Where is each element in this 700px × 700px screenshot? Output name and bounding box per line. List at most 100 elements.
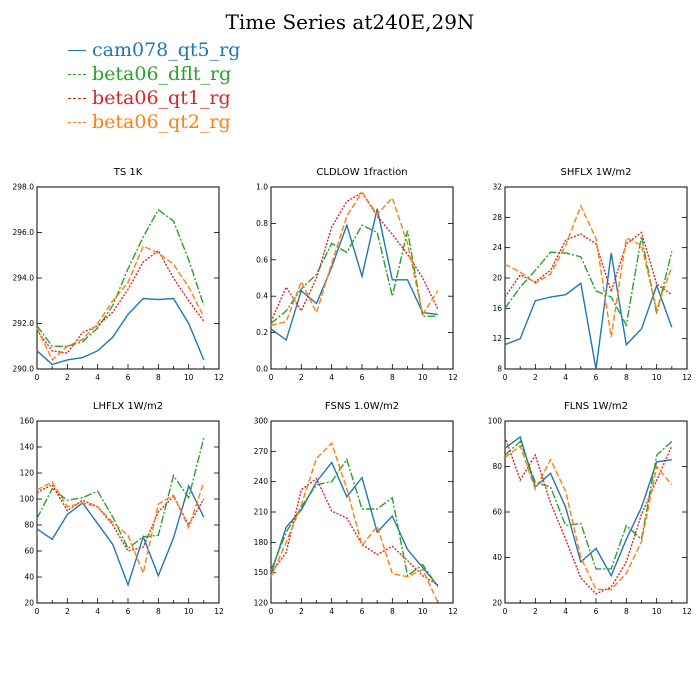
- y-tick-label: 24: [492, 243, 502, 252]
- y-tick-label: 8: [497, 365, 502, 374]
- panel-title: FLNS 1W/m2: [564, 401, 628, 412]
- x-tick-label: 0: [503, 373, 508, 382]
- x-tick-label: 8: [390, 373, 395, 382]
- x-tick-label: 12: [682, 607, 692, 616]
- x-tick-label: 6: [594, 373, 599, 382]
- x-tick-label: 6: [360, 373, 365, 382]
- legend-item: cam078_qt5_rg: [68, 38, 240, 62]
- legend-label: beta06_dflt_rg: [92, 63, 232, 85]
- series-line-cam078_qt5_rg: [270, 461, 439, 587]
- chart-panel: FSNS 1.0W/m2 0 2 4 6 8 10 12 120 150 180 210 240 270 3…: [254, 401, 458, 616]
- legend-label: cam078_qt5_rg: [92, 39, 241, 61]
- panel-title: FSNS 1.0W/m2: [325, 401, 399, 412]
- x-tick-label: 0: [269, 373, 274, 382]
- y-tick-label: 296.0: [13, 228, 35, 237]
- y-tick-label: 120: [254, 599, 269, 608]
- x-tick-label: 2: [65, 607, 70, 616]
- series-line-beta06_dflt_rg: [270, 457, 439, 588]
- series-line-beta06_qt2_rg: [270, 441, 439, 603]
- panel-title: SHFLX 1W/m2: [561, 167, 632, 178]
- plot-frame: [36, 420, 220, 604]
- series-line-cam078_qt5_rg: [504, 252, 673, 370]
- x-tick-label: 8: [156, 607, 161, 616]
- legend-line: [68, 49, 86, 51]
- plot-frame: [504, 186, 688, 370]
- panel-title: TS 1K: [113, 167, 143, 178]
- legend-line: [68, 73, 86, 75]
- y-tick-label: 180: [254, 538, 269, 547]
- x-tick-label: 8: [624, 607, 629, 616]
- series-line-beta06_qt1_rg: [36, 249, 205, 354]
- x-tick-label: 10: [184, 373, 194, 382]
- legend-line: [68, 97, 86, 99]
- y-tick-label: 300: [254, 417, 269, 426]
- y-tick-label: 60: [492, 508, 502, 517]
- x-tick-label: 2: [65, 373, 70, 382]
- y-tick-label: 16: [492, 304, 502, 313]
- series-line-cam078_qt5_rg: [504, 435, 672, 578]
- x-tick-label: 4: [329, 607, 334, 616]
- x-tick-label: 4: [95, 607, 100, 616]
- y-tick-label: 40: [492, 553, 502, 562]
- y-tick-label: 32: [492, 183, 502, 192]
- panel-title: CLDLOW 1fraction: [316, 167, 407, 178]
- series-line-cam078_qt5_rg: [36, 484, 205, 587]
- y-tick-label: 298.0: [13, 183, 35, 192]
- series-line-beta06_qt1_rg: [36, 483, 205, 552]
- legend-line: [68, 121, 86, 123]
- x-tick-label: 12: [448, 373, 458, 382]
- x-tick-label: 10: [652, 373, 662, 382]
- series-line-cam078_qt5_rg: [270, 208, 438, 342]
- x-tick-label: 10: [418, 373, 428, 382]
- x-tick-label: 6: [126, 607, 131, 616]
- chart-panel: FLNS 1W/m2 0 2 4 6 8 10 12 20 40 60 80 100: [488, 401, 692, 616]
- y-tick-label: 20: [492, 274, 502, 283]
- series-line-beta06_qt1_rg: [504, 231, 673, 298]
- x-tick-label: 10: [184, 607, 194, 616]
- x-tick-label: 2: [533, 607, 538, 616]
- y-tick-label: 1.0: [256, 183, 268, 192]
- y-tick-label: 80: [24, 521, 34, 530]
- x-tick-label: 10: [418, 607, 428, 616]
- y-tick-label: 292.0: [13, 319, 35, 328]
- x-tick-label: 12: [682, 373, 692, 382]
- y-tick-label: 0.6: [256, 255, 268, 264]
- legend-label: beta06_qt2_rg: [92, 111, 231, 133]
- y-tick-label: 40: [24, 573, 34, 582]
- x-tick-label: 4: [563, 607, 568, 616]
- x-tick-label: 0: [269, 607, 274, 616]
- x-tick-label: 10: [652, 607, 662, 616]
- series-line-beta06_qt1_rg: [270, 477, 439, 586]
- y-tick-label: 150: [254, 568, 269, 577]
- y-tick-label: 100: [488, 417, 503, 426]
- page-title: Time Series at240E,29N: [225, 10, 475, 34]
- x-tick-label: 4: [329, 373, 334, 382]
- series-line-beta06_dflt_rg: [504, 236, 673, 328]
- x-tick-label: 2: [299, 607, 304, 616]
- y-tick-label: 140: [20, 443, 35, 452]
- x-tick-label: 0: [503, 607, 508, 616]
- x-tick-label: 0: [35, 373, 40, 382]
- legend-item: beta06_qt2_rg: [68, 110, 240, 134]
- y-tick-label: 12: [492, 334, 502, 343]
- legend: cam078_qt5_rg beta06_dflt_rg beta06_qt1_rg…: [68, 38, 240, 134]
- legend-item: beta06_qt1_rg: [68, 86, 240, 110]
- series-line-beta06_dflt_rg: [270, 224, 438, 325]
- x-tick-label: 4: [563, 373, 568, 382]
- y-tick-label: 20: [492, 599, 502, 608]
- legend-label: beta06_qt1_rg: [92, 87, 231, 109]
- y-tick-label: 0.8: [256, 219, 268, 228]
- x-tick-label: 12: [214, 373, 224, 382]
- x-tick-label: 6: [594, 607, 599, 616]
- y-tick-label: 270: [254, 447, 269, 456]
- y-tick-label: 120: [20, 469, 35, 478]
- series-line-beta06_dflt_rg: [36, 208, 205, 347]
- x-tick-label: 2: [299, 373, 304, 382]
- y-tick-label: 20: [24, 599, 34, 608]
- series-line-beta06_dflt_rg: [36, 437, 205, 550]
- plot-frame: [504, 420, 688, 604]
- y-tick-label: 60: [24, 547, 34, 556]
- y-tick-label: 290.0: [13, 365, 35, 374]
- y-tick-label: 294.0: [13, 274, 35, 283]
